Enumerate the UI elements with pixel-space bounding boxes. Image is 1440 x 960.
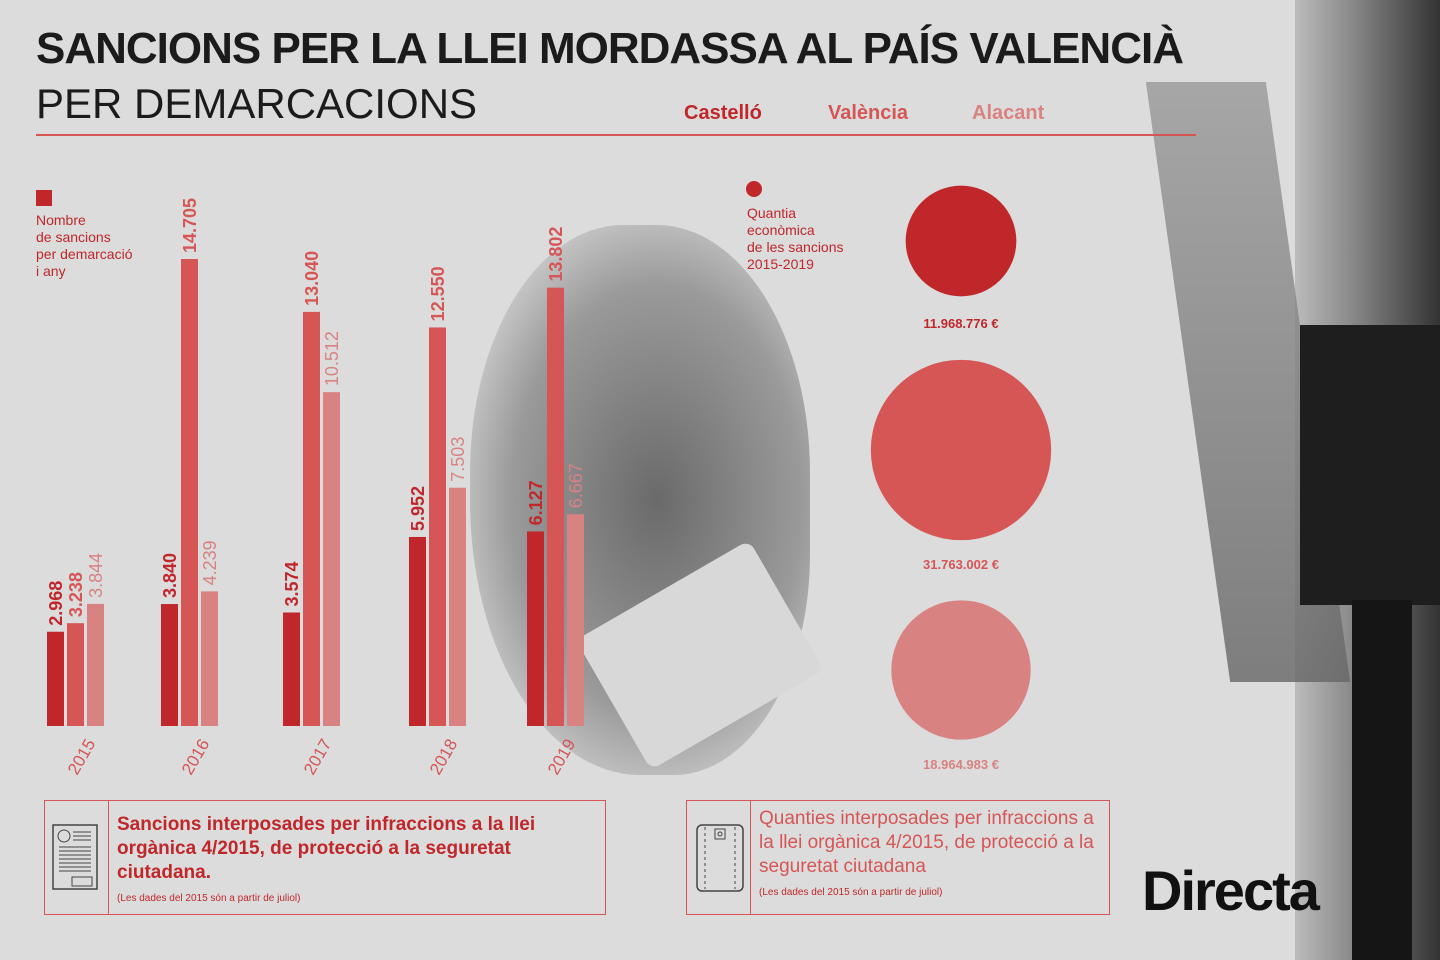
page-title: SANCIONS PER LA LLEI MORDASSA AL PAÍS VA… (36, 24, 1184, 73)
directa-logo: Directa (1142, 859, 1320, 922)
box-text: Sancions interposades per infraccions a … (117, 814, 536, 883)
note-line: de les sancions (747, 239, 844, 255)
square-marker (36, 190, 52, 206)
box-note: (Les dades del 2015 són a partir de juli… (117, 893, 301, 904)
bar-Alacant-2018 (449, 487, 466, 726)
bar-Alacant-2017 (323, 392, 340, 726)
note-line: econòmica (747, 222, 815, 238)
wallet-icon (687, 801, 751, 914)
info-box-sanctions: Sancions interposades per infraccions a … (44, 800, 606, 915)
bar-València-2019 (547, 287, 564, 726)
document-icon (45, 801, 109, 914)
bar-Alacant-2016 (201, 591, 218, 726)
page-subtitle: PER DEMARCACIONS (36, 80, 478, 127)
bar-label: 13.040 (302, 251, 322, 306)
bar-València-2015 (67, 623, 84, 726)
bar-Castelló-2019 (527, 531, 544, 726)
electrical-box-photo (1300, 325, 1440, 605)
bar-Castelló-2016 (161, 604, 178, 726)
bubble-label: 31.763.002 € (923, 557, 999, 572)
x-tick-label: 2019 (544, 736, 579, 778)
bar-Castelló-2015 (47, 631, 64, 726)
bar-label: 3.844 (86, 553, 106, 598)
bar-Alacant-2019 (567, 514, 584, 726)
bar-label: 4.239 (200, 540, 220, 585)
bar-label: 5.952 (408, 486, 428, 531)
legend-castello: Castelló (684, 102, 762, 124)
bar-chart-note: Nombre de sancions per demarcació i any (36, 212, 133, 280)
bar-label: 2.968 (46, 581, 66, 626)
bar-label: 6.667 (566, 463, 586, 508)
bubble-chart-note: Quantia econòmica de les sancions 2015-2019 (747, 205, 844, 273)
bubble-label: 11.968.776 € (923, 316, 998, 331)
box-text: Quanties interposades per infraccions a … (759, 808, 1094, 877)
legend-alacant: Alacant (972, 102, 1045, 124)
box-note: (Les dades del 2015 són a partir de juli… (759, 887, 943, 898)
bar-label: 6.127 (526, 480, 546, 525)
bubble-label: 18.964.983 € (923, 757, 999, 772)
bar-label: 3.840 (160, 553, 180, 598)
x-tick-label: 2016 (178, 736, 213, 778)
bar-Castelló-2018 (409, 536, 426, 726)
note-line: per demarcació (36, 246, 133, 262)
info-box-amounts: Quanties interposades per infraccions a … (686, 800, 1110, 915)
circle-marker (746, 181, 762, 197)
legend-valencia: València (828, 102, 909, 124)
bar-Alacant-2015 (87, 603, 104, 726)
bar-label: 14.705 (180, 198, 200, 253)
x-tick-label: 2017 (300, 736, 335, 778)
bar-label: 3.238 (66, 572, 86, 617)
bar-València-2016 (181, 259, 198, 726)
note-line: 2015-2019 (747, 256, 814, 272)
note-line: i any (36, 263, 66, 279)
bar-label: 13.802 (546, 227, 566, 282)
bar-València-2017 (303, 311, 320, 726)
x-tick-label: 2015 (64, 736, 99, 778)
bar-label: 12.550 (428, 266, 448, 321)
x-tick-label: 2018 (426, 736, 461, 778)
note-line: Quantia (747, 205, 797, 221)
note-line: de sancions (36, 229, 111, 245)
bar-Castelló-2017 (283, 612, 300, 726)
bar-València-2018 (429, 327, 446, 726)
bar-label: 10.512 (322, 331, 342, 386)
bar-label: 7.503 (448, 437, 468, 482)
bubble-Alacant (891, 600, 1031, 740)
pole-photo (1352, 600, 1412, 960)
bubble-Castelló (905, 185, 1017, 297)
bar-label: 3.574 (282, 561, 302, 606)
bubble-València (870, 359, 1052, 541)
note-line: Nombre (36, 212, 86, 228)
divider (36, 134, 1196, 136)
